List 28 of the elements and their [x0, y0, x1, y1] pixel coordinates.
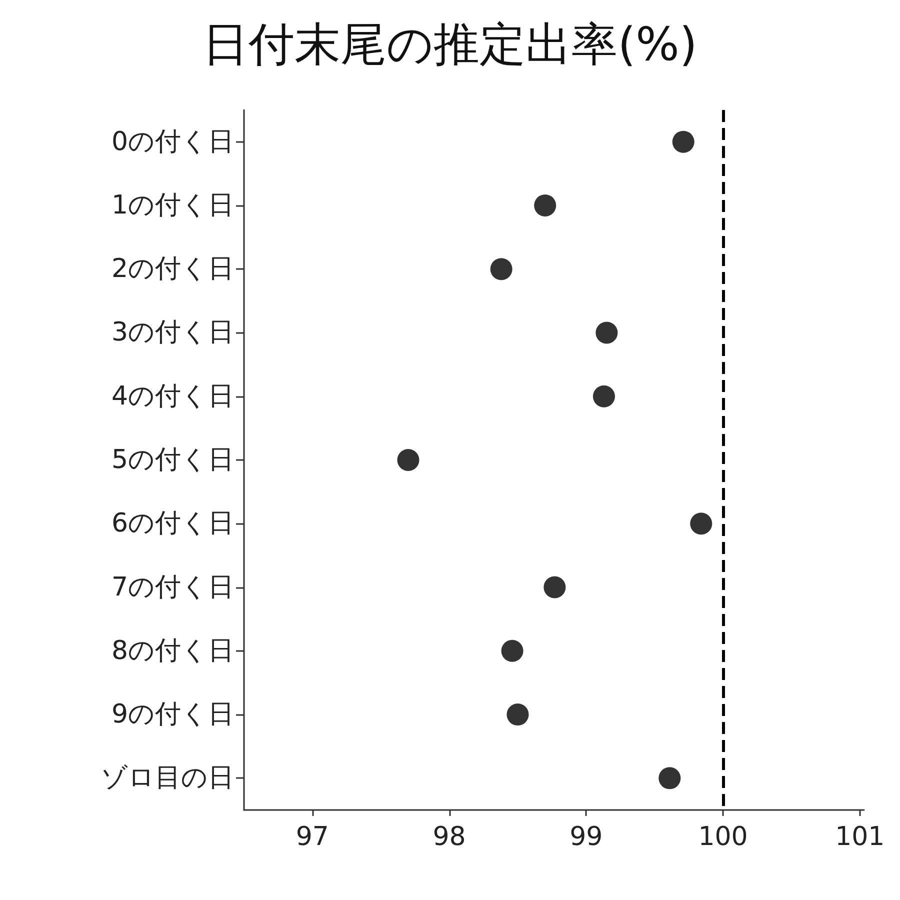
y-tick-label: 3の付く日	[111, 318, 234, 348]
point	[490, 258, 512, 280]
y-tick-label: 4の付く日	[111, 381, 234, 412]
point	[501, 640, 524, 662]
y-tick-label: 2の付く日	[111, 254, 234, 284]
point	[596, 322, 618, 344]
y-tick-label: 5の付く日	[111, 445, 234, 475]
x-tick-label: 97	[296, 822, 329, 852]
point	[506, 704, 529, 726]
point	[690, 512, 712, 535]
point	[534, 194, 556, 216]
point	[397, 449, 420, 471]
x-tick-label: 100	[698, 822, 748, 852]
point	[658, 767, 681, 790]
y-tick-label: 6の付く日	[111, 508, 234, 539]
y-tick-label: 8の付く日	[111, 636, 234, 666]
point	[672, 130, 694, 153]
y-tick-label: 7の付く日	[111, 572, 234, 602]
y-tick-label: 9の付く日	[111, 700, 234, 730]
point	[592, 385, 615, 408]
y-tick-label: ゾロ目の日	[101, 763, 234, 794]
x-tick-label: 98	[432, 822, 466, 852]
point	[544, 576, 566, 598]
y-tick-label: 0の付く日	[111, 126, 234, 157]
y-tick-label: 1の付く日	[111, 190, 234, 220]
chart-title: 日付末尾の推定出率(%)	[202, 17, 698, 71]
x-tick-label: 101	[835, 822, 885, 852]
x-tick-label: 99	[570, 822, 603, 852]
